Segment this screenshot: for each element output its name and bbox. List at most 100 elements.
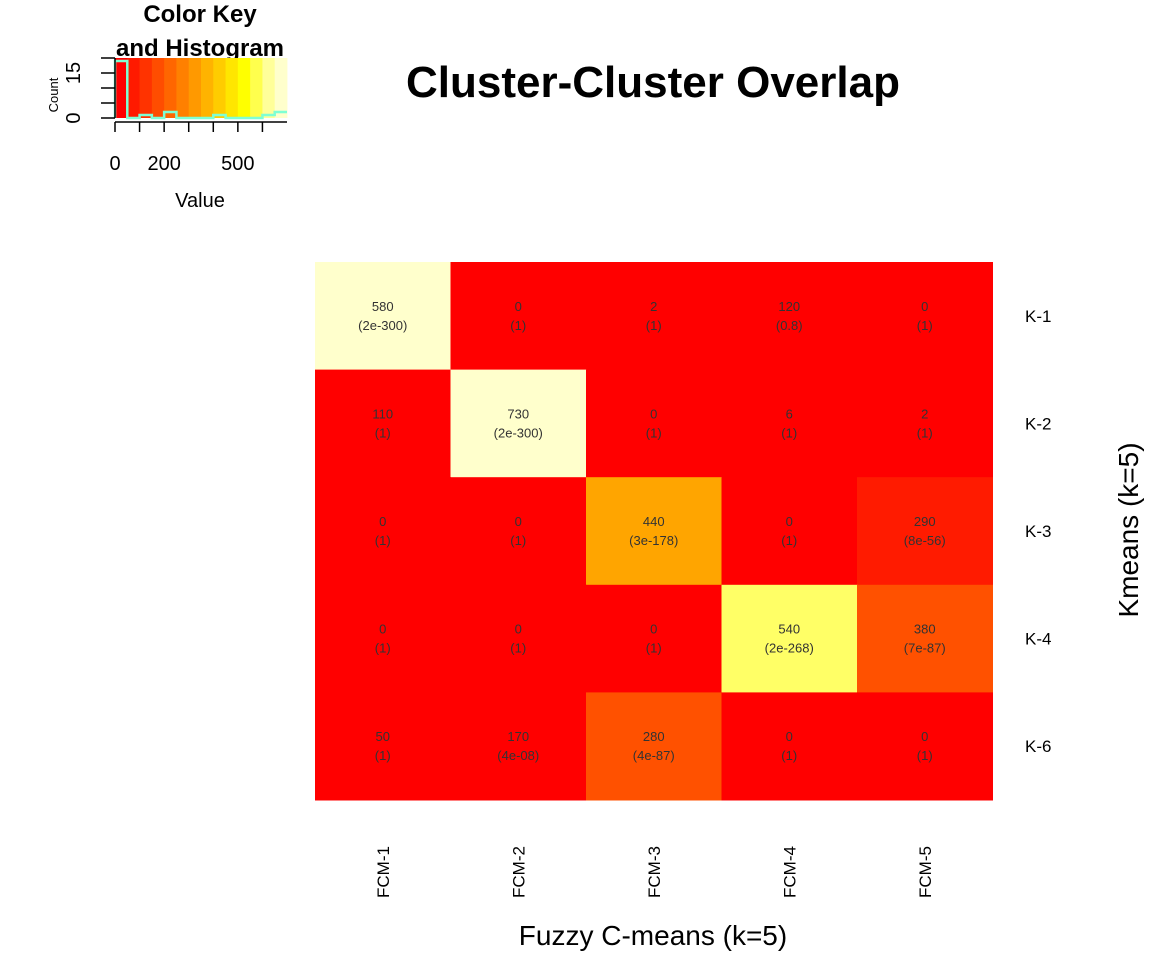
cell-count-label: 0 xyxy=(379,622,386,637)
key-swatch xyxy=(151,58,165,118)
heatmap-cell xyxy=(857,584,993,693)
cell-count-label: 0 xyxy=(921,299,928,314)
key-x-tick-label: 200 xyxy=(147,153,180,175)
cell-pvalue-label: (2e-268) xyxy=(765,641,814,656)
key-swatch xyxy=(164,58,177,118)
color-key: Color Key and Histogram 0 15 0 200 500 Count… xyxy=(46,1,288,212)
heatmap-cell xyxy=(315,692,451,801)
cell-pvalue-label: (7e-87) xyxy=(904,641,946,656)
chart-title: Cluster-Cluster Overlap xyxy=(406,58,900,107)
heatmap-cell xyxy=(450,692,587,801)
key-ylabel: Count xyxy=(46,77,61,112)
column-label: FCM-5 xyxy=(916,846,935,898)
cell-count-label: 0 xyxy=(515,514,522,529)
cell-pvalue-label: (3e-178) xyxy=(629,533,678,548)
row-label: K-6 xyxy=(1025,737,1051,756)
heatmap-cell xyxy=(586,262,722,371)
key-swatch xyxy=(225,58,239,118)
heatmap-cell xyxy=(586,369,722,478)
heatmap-cell xyxy=(586,692,722,801)
key-swatch xyxy=(213,58,226,118)
cell-count-label: 170 xyxy=(507,729,529,744)
cell-pvalue-label: (1) xyxy=(375,425,391,440)
heatmap-cell xyxy=(857,477,993,586)
heatmap-cell xyxy=(450,584,587,693)
cell-count-label: 730 xyxy=(507,406,529,421)
heatmap-cell xyxy=(586,477,722,586)
cell-pvalue-label: (1) xyxy=(646,641,662,656)
cell-count-label: 0 xyxy=(650,406,657,421)
key-swatch xyxy=(176,58,190,118)
heatmap-cell xyxy=(450,262,587,371)
cell-pvalue-label: (1) xyxy=(781,533,797,548)
cell-count-label: 2 xyxy=(650,299,657,314)
y-axis-title: Kmeans (k=5) xyxy=(1113,442,1144,617)
cell-pvalue-label: (4e-08) xyxy=(497,748,539,763)
key-axes: 0 15 0 200 500 xyxy=(63,57,287,175)
cell-pvalue-label: (1) xyxy=(781,748,797,763)
row-label: K-3 xyxy=(1025,522,1051,541)
heatmap-cell-labels: 580 (2e-300) 0 (1) 2 (1) 120 (0.8) 0 (1) 110 (1) 730… xyxy=(358,299,946,763)
key-swatch xyxy=(188,58,202,118)
cell-count-label: 380 xyxy=(914,622,936,637)
heatmap-cell xyxy=(857,262,993,371)
key-color-swatches xyxy=(115,58,288,118)
cell-count-label: 540 xyxy=(778,622,800,637)
key-title-line-1: Color Key xyxy=(143,1,257,28)
cell-count-label: 0 xyxy=(921,729,928,744)
key-histogram xyxy=(113,59,287,120)
cell-count-label: 0 xyxy=(515,299,522,314)
heatmap-cells xyxy=(315,262,993,801)
cell-pvalue-label: (1) xyxy=(510,533,526,548)
cell-pvalue-label: (1) xyxy=(917,425,933,440)
key-x-tick-label: 0 xyxy=(109,153,120,175)
heatmap-cell xyxy=(721,584,858,693)
key-swatch xyxy=(250,58,263,118)
key-histogram-line xyxy=(113,59,287,120)
cell-count-label: 0 xyxy=(515,622,522,637)
cell-count-label: 290 xyxy=(914,514,936,529)
cell-pvalue-label: (1) xyxy=(646,318,662,333)
cell-pvalue-label: (1) xyxy=(917,748,933,763)
column-label: FCM-1 xyxy=(374,846,393,898)
cell-count-label: 0 xyxy=(650,622,657,637)
cell-pvalue-label: (4e-87) xyxy=(633,748,675,763)
cell-count-label: 110 xyxy=(372,406,393,421)
cell-pvalue-label: (1) xyxy=(781,425,797,440)
cell-pvalue-label: (1) xyxy=(917,318,933,333)
cell-pvalue-label: (8e-56) xyxy=(904,533,946,548)
heatmap-cell xyxy=(857,369,993,478)
key-swatch xyxy=(127,58,140,118)
row-labels: K-1 K-2 K-3 K-4 K-6 xyxy=(1025,307,1051,756)
cell-count-label: 2 xyxy=(921,406,928,421)
x-axis-title: Fuzzy C-means (k=5) xyxy=(519,920,787,951)
heatmap-cell xyxy=(857,692,993,801)
cell-pvalue-label: (1) xyxy=(646,425,662,440)
key-swatch xyxy=(139,58,153,118)
heatmap-cell xyxy=(721,692,858,801)
cell-count-label: 0 xyxy=(786,514,793,529)
cell-pvalue-label: (2e-300) xyxy=(358,318,407,333)
key-title-line-2: and Histogram xyxy=(116,35,284,62)
cell-pvalue-label: (0.8) xyxy=(776,318,803,333)
key-swatch xyxy=(115,58,128,118)
cell-pvalue-label: (1) xyxy=(375,748,391,763)
key-swatch xyxy=(262,58,276,118)
key-swatch xyxy=(201,58,214,118)
heatmap-cell xyxy=(450,369,587,478)
column-label: FCM-4 xyxy=(780,846,799,898)
heatmap-cell xyxy=(586,584,722,693)
row-label: K-2 xyxy=(1025,414,1051,433)
column-label: FCM-2 xyxy=(509,846,528,898)
heatmap-cell xyxy=(315,477,451,586)
key-swatch xyxy=(274,58,288,118)
cell-count-label: 580 xyxy=(372,299,394,314)
row-label: K-1 xyxy=(1025,307,1051,326)
key-x-tick-label: 500 xyxy=(221,153,254,175)
key-xlabel: Value xyxy=(175,190,225,212)
cell-count-label: 440 xyxy=(643,514,665,529)
cell-pvalue-label: (1) xyxy=(510,641,526,656)
row-label: K-4 xyxy=(1025,630,1051,649)
heatmap-cell xyxy=(315,262,451,371)
